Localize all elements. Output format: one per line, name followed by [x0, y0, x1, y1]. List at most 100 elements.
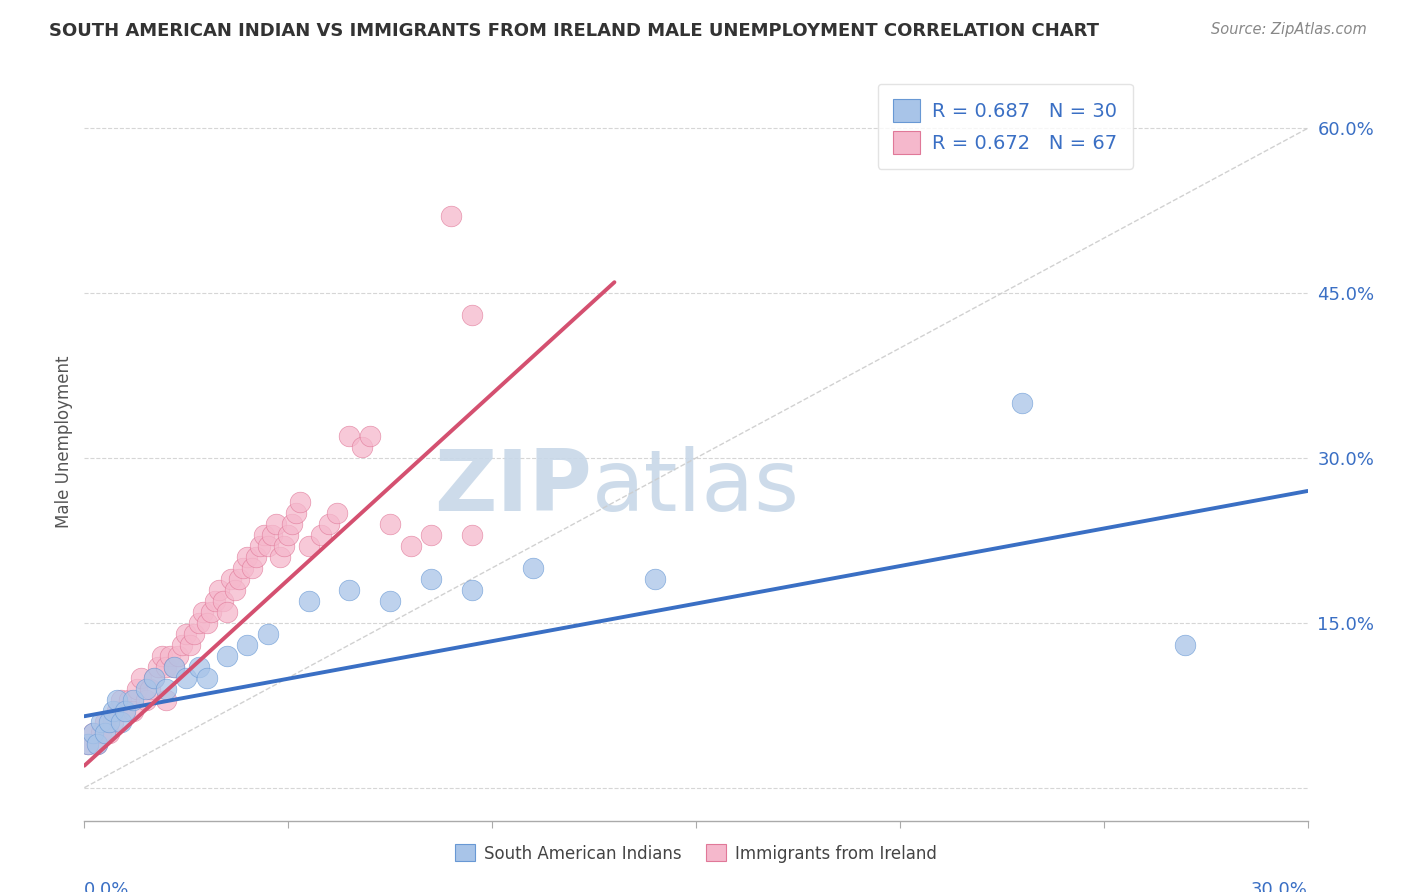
- Point: [217, 648, 239, 663]
- Point: [90, 725, 112, 739]
- Point: [187, 615, 209, 630]
- Point: [257, 539, 280, 553]
- Point: [290, 495, 312, 509]
- Point: [114, 704, 136, 718]
- Point: [339, 582, 361, 597]
- Point: [86, 737, 108, 751]
- Point: [195, 671, 218, 685]
- Point: [167, 648, 190, 663]
- Point: [135, 681, 157, 696]
- Point: [219, 572, 242, 586]
- Point: [399, 539, 422, 553]
- Point: [440, 209, 463, 223]
- Point: [142, 671, 165, 685]
- Point: [269, 549, 291, 564]
- Point: [179, 638, 201, 652]
- Point: [187, 660, 209, 674]
- Point: [236, 549, 259, 564]
- Point: [217, 605, 239, 619]
- Point: [77, 737, 100, 751]
- Point: [522, 561, 544, 575]
- Point: [461, 582, 484, 597]
- Point: [110, 692, 132, 706]
- Point: [155, 692, 177, 706]
- Point: [93, 725, 115, 739]
- Point: [200, 605, 222, 619]
- Text: SOUTH AMERICAN INDIAN VS IMMIGRANTS FROM IRELAND MALE UNEMPLOYMENT CORRELATION C: SOUTH AMERICAN INDIAN VS IMMIGRANTS FROM…: [49, 22, 1099, 40]
- Point: [114, 704, 136, 718]
- Point: [174, 671, 197, 685]
- Point: [326, 506, 349, 520]
- Point: [350, 440, 373, 454]
- Point: [155, 681, 177, 696]
- Point: [249, 539, 271, 553]
- Point: [97, 725, 120, 739]
- Point: [224, 582, 246, 597]
- Point: [277, 528, 299, 542]
- Point: [135, 692, 157, 706]
- Point: [339, 429, 361, 443]
- Point: [260, 528, 283, 542]
- Point: [127, 681, 149, 696]
- Point: [298, 594, 321, 608]
- Text: ZIP: ZIP: [434, 445, 592, 529]
- Point: [461, 528, 484, 542]
- Point: [163, 660, 186, 674]
- Point: [86, 737, 108, 751]
- Point: [318, 516, 340, 531]
- Point: [208, 582, 231, 597]
- Point: [212, 594, 235, 608]
- Point: [183, 627, 205, 641]
- Point: [174, 627, 197, 641]
- Point: [122, 692, 145, 706]
- Point: [142, 671, 165, 685]
- Point: [110, 714, 132, 729]
- Text: 30.0%: 30.0%: [1251, 881, 1308, 892]
- Point: [236, 638, 259, 652]
- Point: [82, 725, 104, 739]
- Point: [105, 704, 128, 718]
- Point: [163, 660, 186, 674]
- Point: [298, 539, 321, 553]
- Point: [172, 638, 194, 652]
- Point: [105, 692, 128, 706]
- Point: [380, 516, 402, 531]
- Point: [191, 605, 214, 619]
- Point: [146, 660, 169, 674]
- Point: [281, 516, 304, 531]
- Point: [131, 671, 153, 685]
- Point: [77, 737, 100, 751]
- Point: [155, 660, 177, 674]
- Y-axis label: Male Unemployment: Male Unemployment: [55, 355, 73, 528]
- Point: [228, 572, 250, 586]
- Point: [118, 692, 141, 706]
- Point: [285, 506, 308, 520]
- Point: [82, 725, 104, 739]
- Point: [309, 528, 332, 542]
- Point: [420, 528, 443, 542]
- Text: atlas: atlas: [592, 445, 800, 529]
- Point: [138, 681, 160, 696]
- Point: [101, 714, 124, 729]
- Point: [461, 308, 484, 322]
- Point: [159, 648, 181, 663]
- Point: [232, 561, 254, 575]
- Point: [93, 714, 115, 729]
- Point: [257, 627, 280, 641]
- Point: [122, 704, 145, 718]
- Point: [195, 615, 218, 630]
- Point: [1174, 638, 1197, 652]
- Point: [245, 549, 267, 564]
- Point: [1011, 396, 1033, 410]
- Text: 0.0%: 0.0%: [84, 881, 129, 892]
- Point: [359, 429, 381, 443]
- Point: [204, 594, 226, 608]
- Text: Source: ZipAtlas.com: Source: ZipAtlas.com: [1211, 22, 1367, 37]
- Point: [90, 714, 112, 729]
- Legend: South American Indians, Immigrants from Ireland: South American Indians, Immigrants from …: [449, 838, 943, 869]
- Point: [240, 561, 263, 575]
- Point: [380, 594, 402, 608]
- Point: [101, 704, 124, 718]
- Point: [264, 516, 287, 531]
- Point: [150, 648, 173, 663]
